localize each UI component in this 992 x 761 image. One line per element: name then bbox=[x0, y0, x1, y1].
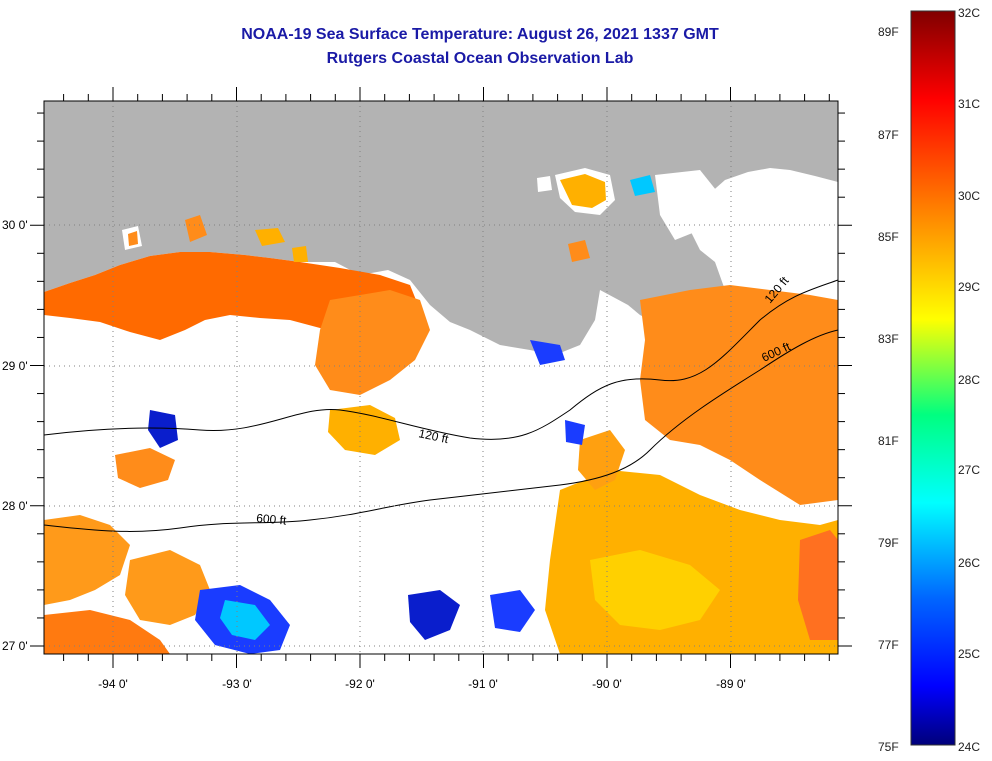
colorbar-c-32: 32C bbox=[958, 6, 980, 20]
colorbar-c-24: 24C bbox=[958, 740, 980, 754]
contour-label-600ft-west: 600 ft bbox=[256, 511, 288, 528]
lat-label-27: 27 0' bbox=[2, 639, 28, 653]
graticule bbox=[44, 101, 838, 654]
colorbar bbox=[910, 10, 956, 746]
colorbar-f-87: 87F bbox=[878, 128, 899, 142]
lon-label-92: -92 0' bbox=[345, 677, 375, 691]
lon-label-90: -90 0' bbox=[592, 677, 622, 691]
lon-label-91: -91 0' bbox=[468, 677, 498, 691]
lon-label-93: -93 0' bbox=[222, 677, 252, 691]
colorbar-c-26: 26C bbox=[958, 556, 980, 570]
colorbar-f-89: 89F bbox=[878, 25, 899, 39]
lat-label-30: 30 0' bbox=[2, 218, 28, 232]
colorbar-f-81: 81F bbox=[878, 434, 899, 448]
depth-contours bbox=[43, 279, 839, 532]
lat-label-28: 28 0' bbox=[2, 499, 28, 513]
colorbar-f-75: 75F bbox=[878, 740, 899, 754]
contour-600ft bbox=[43, 329, 839, 532]
colorbar-c-27: 27C bbox=[958, 463, 980, 477]
colorbar-f-79: 79F bbox=[878, 536, 899, 550]
lon-label-94: -94 0' bbox=[98, 677, 128, 691]
colorbar-c-31: 31C bbox=[958, 97, 980, 111]
contour-label-120ft-west: 120 ft bbox=[417, 426, 450, 446]
colorbar-f-77: 77F bbox=[878, 638, 899, 652]
map-title: NOAA-19 Sea Surface Temperature: August … bbox=[241, 26, 719, 43]
colorbar-f-83: 83F bbox=[878, 332, 899, 346]
colorbar-c-25: 25C bbox=[958, 647, 980, 661]
axis-ticks bbox=[30, 87, 852, 668]
map-subtitle: Rutgers Coastal Ocean Observation Lab bbox=[326, 50, 634, 67]
colorbar-f-85: 85F bbox=[878, 230, 899, 244]
cold-patches bbox=[148, 175, 655, 654]
lat-label-29: 29 0' bbox=[2, 359, 28, 373]
land-mass bbox=[44, 101, 838, 360]
lon-label-89: -89 0' bbox=[716, 677, 746, 691]
colorbar-c-30: 30C bbox=[958, 189, 980, 203]
colorbar-c-28: 28C bbox=[958, 373, 980, 387]
inland-patches bbox=[122, 168, 720, 262]
colorbar-c-29: 29C bbox=[958, 280, 980, 294]
sst-patches bbox=[44, 252, 838, 654]
contour-120ft bbox=[43, 279, 839, 440]
